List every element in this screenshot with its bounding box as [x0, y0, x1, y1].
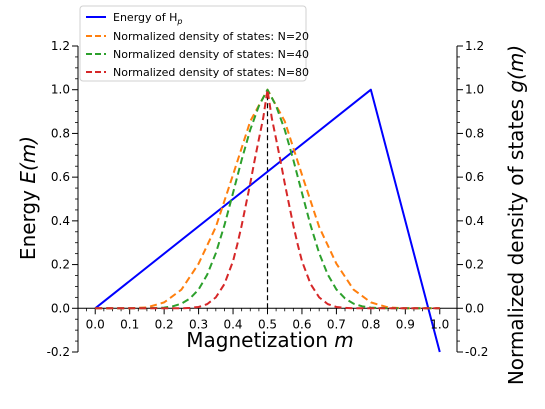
- y-left-tick-label: 0.8: [51, 126, 70, 140]
- y-right-axis-title: Normalized density of states g(m): [504, 45, 528, 385]
- x-tick-label: 1.0: [430, 317, 449, 331]
- y-right-tick-label: 0.2: [465, 258, 484, 272]
- legend-box: [79, 5, 307, 82]
- y-left-tick-label: 0.2: [51, 258, 70, 272]
- x-axis-title-var: m: [334, 328, 353, 352]
- legend-item-n80: Normalized density of states: N=80: [86, 66, 309, 79]
- x-tick-label: 0.4: [223, 317, 242, 331]
- y-right-tick-label: 0.4: [465, 214, 484, 228]
- x-axis-title: Magnetization m: [186, 328, 354, 352]
- legend-label-n20: Normalized density of states: N=20: [113, 30, 309, 43]
- y-right-tick-label: -0.2: [465, 345, 488, 359]
- legend-item-energy: Energy of Hp: [86, 11, 182, 26]
- y-left-tick-label: 1.0: [51, 83, 70, 97]
- x-tick-label: 0.8: [361, 317, 380, 331]
- y-left-tick-label: -0.2: [47, 345, 70, 359]
- y-right-axis-title-var: g(m): [504, 45, 528, 93]
- y-left-tick-label: 0.0: [51, 301, 70, 315]
- legend-label-n80: Normalized density of states: N=80: [113, 66, 309, 79]
- legend: Energy of Hp Normalized density of state…: [79, 5, 309, 82]
- y-right-tick-label: 0.8: [465, 126, 484, 140]
- x-tick-label: 0.9: [396, 317, 415, 331]
- y-left-axis-title: Energy E(m): [16, 136, 40, 260]
- y-right-tick-label: 1.0: [465, 83, 484, 97]
- legend-label-energy: Energy of Hp: [113, 11, 182, 26]
- x-tick-label: 0.1: [120, 317, 139, 331]
- data-layer: [94, 88, 441, 353]
- y-right-tick-label: 1.2: [465, 39, 484, 53]
- y-right-axis-title-text: Normalized density of states: [504, 99, 528, 385]
- y-left-tick-label: 0.6: [51, 170, 70, 184]
- series-dos-n40-line: [95, 88, 440, 310]
- legend-item-n40: Normalized density of states: N=40: [86, 48, 309, 61]
- legend-label-n40: Normalized density of states: N=40: [113, 48, 309, 61]
- y-left-tick-label: 0.4: [51, 214, 70, 228]
- y-right-tick-label: 0.6: [465, 170, 484, 184]
- y-left-tick-label: 1.2: [51, 39, 70, 53]
- x-axis-title-text: Magnetization: [186, 328, 328, 352]
- legend-label-energy-text: Energy of H: [113, 11, 177, 24]
- x-tick-label: 0.3: [189, 317, 208, 331]
- x-tick-label: 0.6: [292, 317, 311, 331]
- legend-item-n20: Normalized density of states: N=20: [86, 30, 309, 43]
- y-left-axis-title-var: E(m): [16, 136, 40, 184]
- x-tick-label: 0.0: [86, 317, 105, 331]
- y-left-axis-title-text: Energy: [16, 190, 40, 260]
- series-dos-n80-line: [95, 88, 440, 310]
- x-tick-label: 0.2: [155, 317, 174, 331]
- y-right-tick-label: 0.0: [465, 301, 484, 315]
- x-tick-label: 0.7: [327, 317, 346, 331]
- x-tick-label: 0.5: [258, 317, 277, 331]
- legend-label-energy-sub: p: [176, 17, 182, 26]
- tick-label-layer: 1.2 1.2 1.0 1.0 0.8 0.8 0.6 0.6 0.4 0.4 0.2 0.2 0.0 0…: [47, 39, 489, 359]
- series-energy-line: [94, 88, 441, 353]
